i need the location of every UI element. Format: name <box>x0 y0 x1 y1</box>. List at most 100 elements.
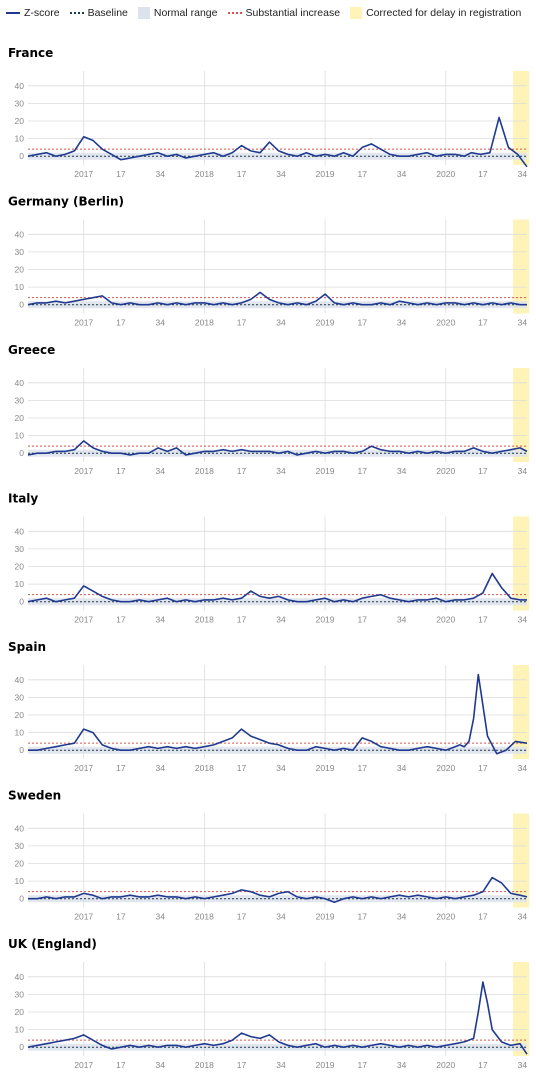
y-tick-label: 10 <box>15 579 25 589</box>
x-tick-label: 34 <box>518 466 528 476</box>
corrected-band <box>513 516 529 611</box>
x-tick-label: 34 <box>156 1060 166 1070</box>
y-tick-label: 40 <box>15 81 25 91</box>
y-tick-label: 10 <box>15 134 25 144</box>
y-tick-label: 10 <box>15 876 25 886</box>
x-tick-label: 2019 <box>316 169 335 179</box>
chart-panel: Italy 40 30 20 10 0 2017 17 34 2018 17 34 2019 17 34 20… <box>8 492 529 625</box>
zscore-series-line <box>28 673 528 755</box>
y-tick-label: 30 <box>15 989 25 999</box>
x-tick-label: 17 <box>116 763 126 773</box>
corrected-band <box>513 665 529 759</box>
y-tick-label: 40 <box>15 972 25 982</box>
chart-panel: Spain 40 30 20 10 0 2017 17 34 2018 17 34 2019 17 34 20… <box>8 640 529 773</box>
x-tick-label: 2019 <box>316 912 335 922</box>
legend-label-normal-range: Normal range <box>153 7 218 19</box>
zscore-series-line <box>28 876 528 904</box>
chart-title: France <box>8 46 53 60</box>
x-tick-label: 34 <box>156 318 166 328</box>
y-tick-label: 30 <box>15 544 25 554</box>
x-tick-label: 2019 <box>316 318 335 328</box>
x-tick-label: 2018 <box>195 1060 214 1070</box>
y-tick-label: 40 <box>15 378 25 388</box>
corrected-band <box>513 368 529 462</box>
x-tick-label: 17 <box>357 318 367 328</box>
x-tick-label: 34 <box>276 763 286 773</box>
y-tick-label: 0 <box>19 151 24 161</box>
x-tick-label: 2020 <box>436 912 455 922</box>
y-tick-label: 10 <box>15 1025 25 1035</box>
x-tick-label: 2020 <box>436 466 455 476</box>
x-tick-label: 17 <box>478 169 488 179</box>
x-tick-label: 34 <box>156 912 166 922</box>
legend-label-corrected: Corrected for delay in registration <box>366 7 522 19</box>
x-tick-label: 34 <box>397 318 407 328</box>
x-tick-label: 34 <box>518 912 528 922</box>
x-tick-label: 17 <box>116 912 126 922</box>
x-tick-label: 17 <box>357 615 367 625</box>
legend-item-zscore[interactable]: Z-score <box>6 7 60 19</box>
y-tick-label: 0 <box>19 448 24 458</box>
y-tick-label: 10 <box>15 728 25 738</box>
x-tick-label: 2019 <box>316 1060 335 1070</box>
y-tick-label: 20 <box>15 116 25 126</box>
normal-range-swatch <box>137 7 150 19</box>
x-tick-label: 2020 <box>436 169 455 179</box>
x-tick-label: 34 <box>518 615 528 625</box>
x-tick-label: 2020 <box>436 763 455 773</box>
x-tick-label: 34 <box>156 615 166 625</box>
corrected-band <box>513 71 529 165</box>
x-tick-label: 17 <box>357 466 367 476</box>
x-tick-label: 34 <box>156 466 166 476</box>
y-tick-label: 20 <box>15 859 25 869</box>
chart-panel: Sweden 40 30 20 10 0 2017 17 34 2018 17 34 2019 17 34 2… <box>8 789 529 922</box>
legend-label-zscore: Z-score <box>24 7 60 19</box>
x-tick-label: 17 <box>357 763 367 773</box>
x-tick-label: 2017 <box>74 763 93 773</box>
x-tick-label: 2018 <box>195 169 214 179</box>
x-tick-label: 34 <box>397 615 407 625</box>
y-tick-label: 30 <box>15 395 25 405</box>
x-tick-label: 2017 <box>74 318 93 328</box>
x-tick-label: 17 <box>357 1060 367 1070</box>
chart-title: UK (England) <box>8 937 97 951</box>
chart-title: Germany (Berlin) <box>8 195 124 209</box>
x-tick-label: 2018 <box>195 466 214 476</box>
zscore-series-line <box>27 116 528 168</box>
y-tick-label: 40 <box>15 526 25 536</box>
legend-item-substantial-increase[interactable]: Substantial increase <box>227 7 340 19</box>
x-tick-label: 34 <box>276 615 286 625</box>
x-tick-label: 17 <box>478 1060 488 1070</box>
corrected-band <box>513 813 529 908</box>
x-tick-label: 2017 <box>74 912 93 922</box>
x-tick-label: 34 <box>397 1060 407 1070</box>
x-tick-label: 2017 <box>74 466 93 476</box>
legend-item-corrected[interactable]: Corrected for delay in registration <box>350 7 521 19</box>
legend-item-normal-range[interactable]: Normal range <box>137 7 218 19</box>
x-tick-label: 17 <box>478 912 488 922</box>
x-tick-label: 17 <box>237 615 247 625</box>
x-tick-label: 17 <box>478 763 488 773</box>
x-tick-label: 17 <box>237 763 247 773</box>
x-tick-label: 17 <box>357 169 367 179</box>
x-tick-label: 17 <box>237 912 247 922</box>
y-tick-label: 30 <box>15 98 25 108</box>
x-tick-label: 34 <box>276 1060 286 1070</box>
x-tick-label: 34 <box>397 912 407 922</box>
x-tick-label: 17 <box>116 169 126 179</box>
x-tick-label: 2019 <box>316 763 335 773</box>
x-tick-label: 2017 <box>74 615 93 625</box>
baseline-swatch <box>69 12 84 14</box>
x-tick-label: 17 <box>357 912 367 922</box>
zscore-series-line <box>27 572 527 603</box>
y-tick-label: 0 <box>19 894 24 904</box>
y-tick-label: 40 <box>15 229 25 239</box>
zscore-series-line <box>27 291 527 306</box>
y-tick-label: 30 <box>15 692 25 702</box>
x-tick-label: 17 <box>237 318 247 328</box>
x-tick-label: 34 <box>276 912 286 922</box>
legend-item-baseline[interactable]: Baseline <box>69 7 128 19</box>
y-tick-label: 0 <box>19 300 24 310</box>
x-tick-label: 34 <box>276 169 286 179</box>
